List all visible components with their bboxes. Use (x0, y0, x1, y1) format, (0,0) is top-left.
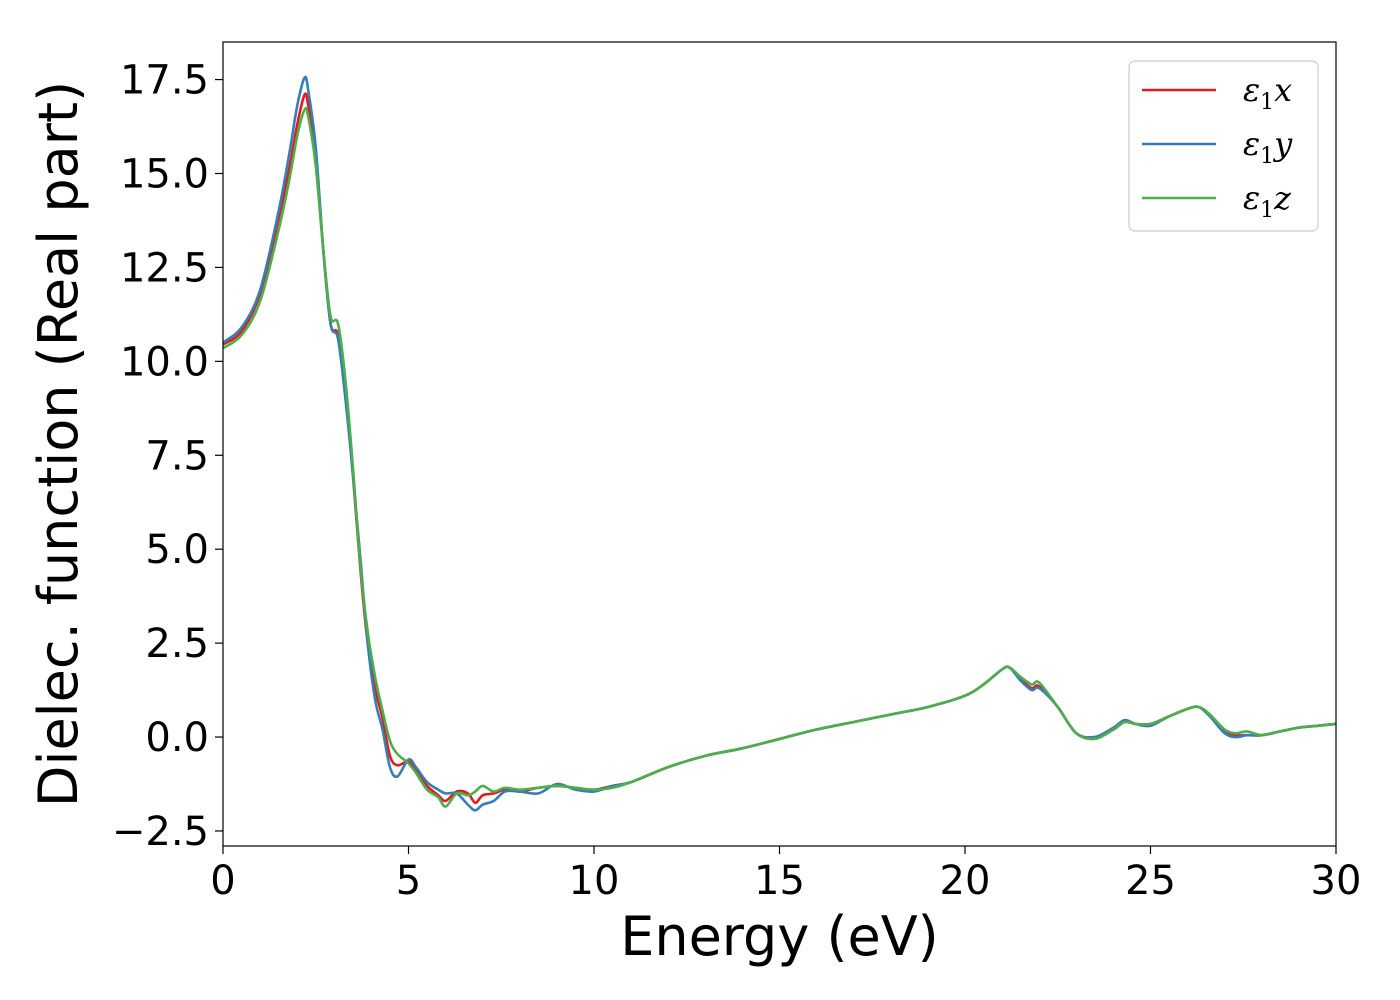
legend-label-y: ε1y (1243, 125, 1293, 169)
y-tick-label: 12.5 (120, 245, 209, 291)
y-tick-label: 2.5 (145, 621, 209, 667)
series-line-z (222, 106, 1337, 808)
x-axis: 0 5 10 15 20 25 30 (210, 846, 1361, 904)
legend-label-x: ε1x (1243, 71, 1292, 115)
y-axis-title: Dielec. function (Real part) (27, 81, 90, 807)
y-tick-label: 0.0 (145, 715, 209, 761)
x-tick-label: 30 (1311, 858, 1362, 904)
x-axis-title: Energy (eV) (620, 905, 939, 968)
y-tick-label: 17.5 (120, 58, 209, 104)
y-tick-label: −2.5 (112, 809, 209, 855)
y-tick-label: 5.0 (145, 527, 209, 573)
y-tick-label: 15.0 (120, 151, 209, 197)
x-tick-label: 10 (569, 858, 620, 904)
x-tick-label: 25 (1125, 858, 1176, 904)
legend-box (1128, 60, 1319, 232)
legend: ε1x ε1y ε1z (1128, 60, 1319, 232)
y-tick-label: 7.5 (145, 433, 209, 479)
legend-label-z: ε1z (1243, 179, 1292, 223)
x-tick-label: 20 (940, 858, 991, 904)
y-axis: −2.5 0.0 2.5 5.0 7.5 10.0 12.5 15.0 17.5 (112, 58, 223, 855)
series-line-y (222, 75, 1337, 812)
series-layer (222, 75, 1337, 812)
x-tick-label: 5 (396, 858, 421, 904)
x-tick-label: 15 (754, 858, 805, 904)
y-tick-label: 10.0 (120, 339, 209, 385)
x-tick-label: 0 (210, 858, 235, 904)
